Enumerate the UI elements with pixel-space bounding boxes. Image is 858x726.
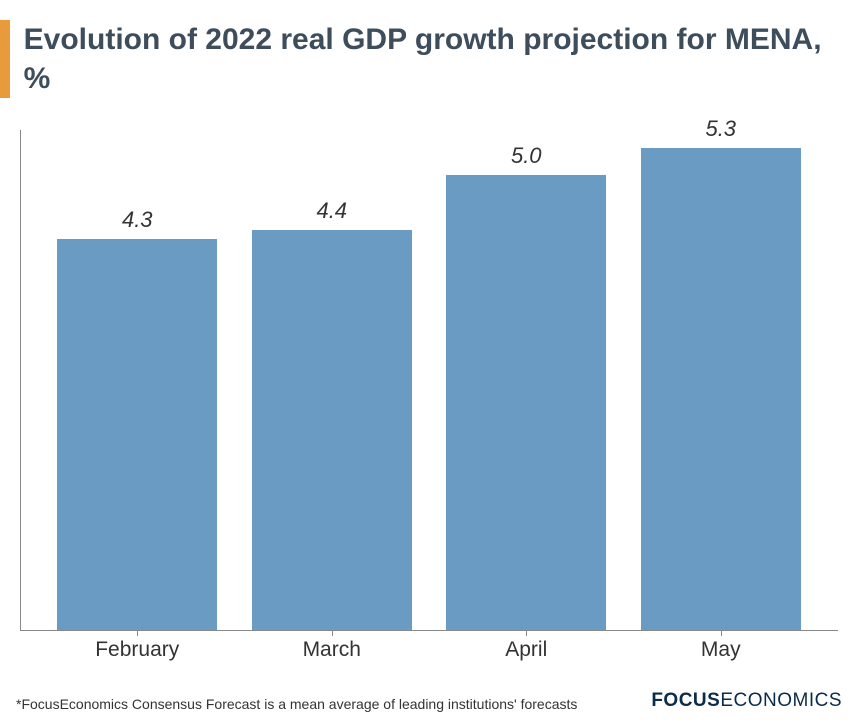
bar-value-label: 5.0 <box>511 143 542 169</box>
bar-group: 4.4 <box>252 198 412 630</box>
x-axis-label: May <box>641 638 801 662</box>
footnote: *FocusEconomics Consensus Forecast is a … <box>16 696 577 712</box>
accent-bar <box>0 20 10 98</box>
x-tick <box>332 630 333 636</box>
logo-bold: FOCUS <box>651 690 720 711</box>
chart-title: Evolution of 2022 real GDP growth projec… <box>24 20 858 98</box>
chart-footer: *FocusEconomics Consensus Forecast is a … <box>16 690 842 712</box>
bar-value-label: 4.4 <box>316 198 347 224</box>
x-tick <box>721 630 722 636</box>
x-axis-label: March <box>252 638 412 662</box>
bar <box>446 175 606 630</box>
bar-group: 4.3 <box>57 207 217 630</box>
x-tick <box>526 630 527 636</box>
chart-header: Evolution of 2022 real GDP growth projec… <box>0 0 858 98</box>
bar-group: 5.0 <box>446 143 606 630</box>
x-labels-container: February March April May <box>20 638 838 662</box>
chart-area: 4.3 4.4 5.0 5.3 February March April May <box>20 130 838 640</box>
bar-value-label: 4.3 <box>122 207 153 233</box>
x-axis <box>20 630 838 631</box>
logo-light: ECONOMICS <box>720 690 842 711</box>
bar-group: 5.3 <box>641 116 801 630</box>
bar-value-label: 5.3 <box>705 116 736 142</box>
bar <box>252 230 412 630</box>
bar <box>57 239 217 630</box>
bar <box>641 148 801 630</box>
x-tick <box>137 630 138 636</box>
logo: FOCUSECONOMICS <box>651 690 842 712</box>
x-axis-label: April <box>446 638 606 662</box>
bars-container: 4.3 4.4 5.0 5.3 <box>20 130 838 630</box>
x-axis-label: February <box>57 638 217 662</box>
